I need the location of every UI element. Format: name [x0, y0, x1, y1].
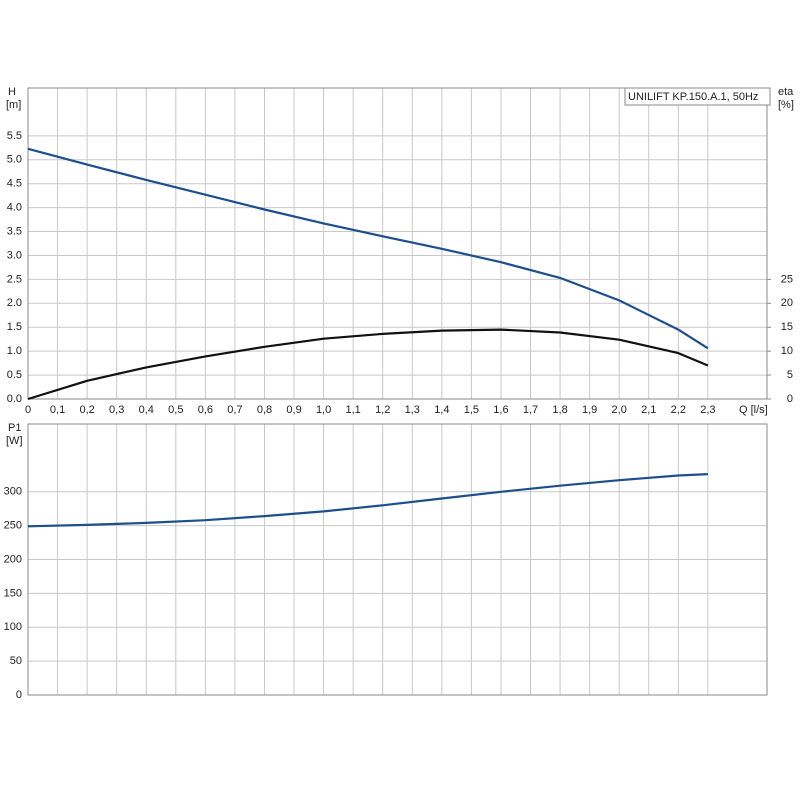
- x-tick-label: 1,1: [346, 404, 361, 416]
- x-tick-label: 2,2: [671, 404, 686, 416]
- x-tick-label: 0,2: [79, 404, 94, 416]
- y-tick-label: 2.5: [7, 273, 22, 285]
- x-tick-label: 0,3: [109, 404, 124, 416]
- x-tick-label: 1,9: [582, 404, 597, 416]
- y2-tick-label: 10: [781, 345, 793, 357]
- y-tick-label: 150: [4, 587, 22, 599]
- y-tick-label: 4.5: [7, 178, 22, 190]
- y-axis-unit: [m]: [6, 99, 21, 111]
- x-tick-label: 0,5: [168, 404, 183, 416]
- x-tick-label: 2,1: [641, 404, 656, 416]
- y2-tick-label: 5: [787, 369, 793, 381]
- y2-tick-label: 15: [781, 321, 793, 333]
- x-tick-label: 0,6: [198, 404, 213, 416]
- y-tick-label: 1.0: [7, 345, 22, 357]
- y-tick-label: 3.0: [7, 249, 22, 261]
- y-tick-label: 250: [4, 520, 22, 532]
- y2-tick-label: 25: [781, 273, 793, 285]
- y-axis-unit: [W]: [6, 435, 23, 447]
- x-tick-label: 1,8: [552, 404, 567, 416]
- y-tick-label: 50: [10, 655, 22, 667]
- y-tick-label: 1.5: [7, 321, 22, 333]
- plot-frame: [27, 87, 768, 400]
- x-tick-label: 1,7: [523, 404, 538, 416]
- y-tick-label: 0.0: [7, 393, 22, 405]
- y-tick-label: 2.0: [7, 297, 22, 309]
- x-axis-label: Q [l/s]: [739, 404, 768, 416]
- y-tick-label: 3.5: [7, 225, 22, 237]
- y-axis-label: H: [8, 86, 16, 98]
- y2-axis-unit: [%]: [778, 99, 794, 111]
- x-tick-label: 0: [25, 404, 31, 416]
- x-tick-label: 1,3: [405, 404, 420, 416]
- data-line: [27, 147, 709, 350]
- data-line: [27, 328, 709, 401]
- y-tick-label: 100: [4, 621, 22, 633]
- annotation: UNILIFT KP.150.A.1, 50Hz: [628, 91, 758, 103]
- plot-frame: [27, 423, 768, 696]
- y2-tick-label: 20: [781, 297, 793, 309]
- x-tick-label: 0,7: [227, 404, 242, 416]
- data-line: [27, 473, 708, 528]
- x-tick-label: 1,5: [464, 404, 479, 416]
- x-tick-label: 2,3: [700, 404, 715, 416]
- y-tick-label: 5.5: [7, 130, 22, 142]
- x-tick-label: 0,1: [50, 404, 65, 416]
- y-tick-label: 5.0: [7, 154, 22, 166]
- x-tick-label: 1,4: [434, 404, 449, 416]
- y-tick-label: 200: [4, 553, 22, 565]
- y-tick-label: 300: [4, 486, 22, 498]
- y-tick-label: 0: [16, 689, 22, 701]
- y-tick-label: 4.0: [7, 202, 22, 214]
- annotation-box: [624, 87, 771, 106]
- y-tick-label: 0.5: [7, 369, 22, 381]
- x-tick-label: 0,8: [257, 404, 272, 416]
- y2-axis-label: eta: [778, 86, 794, 98]
- y2-tick-label: 0: [787, 393, 793, 405]
- x-tick-label: 0,9: [286, 404, 301, 416]
- y-axis-label: P1: [8, 422, 21, 434]
- x-tick-label: 0,4: [139, 404, 154, 416]
- x-tick-label: 2,0: [612, 404, 627, 416]
- x-tick-label: 1,6: [493, 404, 508, 416]
- x-tick-label: 1,2: [375, 404, 390, 416]
- x-tick-label: 1,0: [316, 404, 331, 416]
